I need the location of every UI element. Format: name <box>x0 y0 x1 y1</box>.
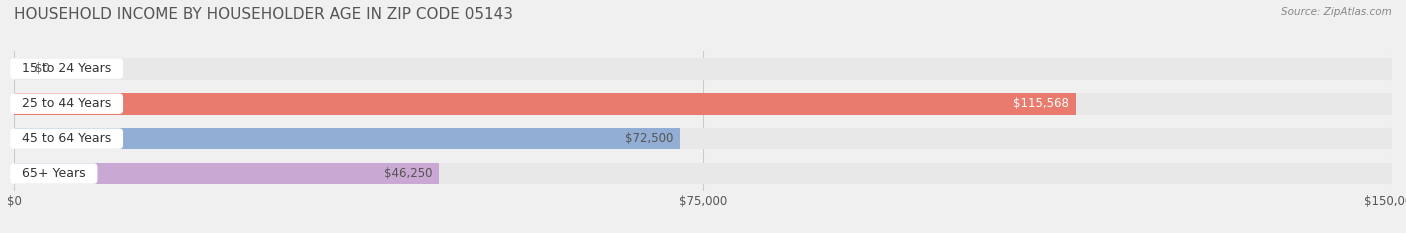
Text: 15 to 24 Years: 15 to 24 Years <box>14 62 120 75</box>
Text: $115,568: $115,568 <box>1012 97 1069 110</box>
Bar <box>14 163 439 185</box>
Bar <box>14 58 1392 80</box>
Text: Source: ZipAtlas.com: Source: ZipAtlas.com <box>1281 7 1392 17</box>
Text: $72,500: $72,500 <box>624 132 673 145</box>
Bar <box>14 163 1392 185</box>
Text: $0: $0 <box>35 62 49 75</box>
Bar <box>14 128 1392 150</box>
Bar <box>14 93 1076 115</box>
Bar <box>14 93 1392 115</box>
Bar <box>14 128 681 150</box>
Text: 45 to 64 Years: 45 to 64 Years <box>14 132 120 145</box>
Text: 25 to 44 Years: 25 to 44 Years <box>14 97 120 110</box>
Text: HOUSEHOLD INCOME BY HOUSEHOLDER AGE IN ZIP CODE 05143: HOUSEHOLD INCOME BY HOUSEHOLDER AGE IN Z… <box>14 7 513 22</box>
Text: $46,250: $46,250 <box>384 167 432 180</box>
Text: 65+ Years: 65+ Years <box>14 167 94 180</box>
